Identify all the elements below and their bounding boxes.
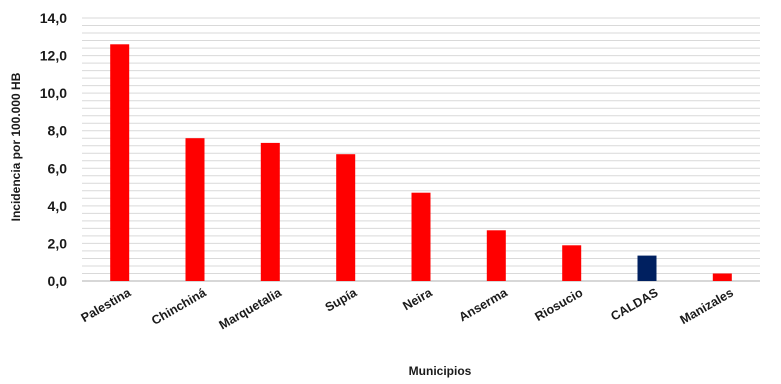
x-tick-label: CALDAS	[608, 285, 660, 323]
x-tick-label: Palestina	[79, 285, 134, 325]
x-tick-label: Marquetalia	[217, 285, 285, 332]
x-tick-label: Manizales	[678, 285, 736, 327]
x-tick-label: Chinchiná	[149, 285, 208, 327]
x-tick-label: Riosucio	[532, 285, 585, 324]
bar-marquetalia	[260, 142, 280, 281]
x-tick-label: Supía	[323, 285, 360, 315]
y-axis-title: Incidencia por 100.000 HB	[9, 72, 23, 221]
y-tick-label: 6,0	[48, 160, 68, 176]
y-tick-label: 8,0	[48, 123, 68, 139]
bars	[110, 44, 732, 281]
y-tick-label: 4,0	[48, 198, 68, 214]
bar-chinchin-	[185, 138, 205, 281]
y-axis-ticks: 0,0 2,0 4,0 6,0 8,0 10,0 12,0 14,0	[40, 10, 67, 289]
x-tick-label: Anserma	[456, 285, 510, 324]
y-tick-label: 14,0	[40, 10, 67, 26]
bar-sup-a	[336, 154, 356, 281]
x-axis-title: Municipios	[409, 364, 472, 378]
bar-manizales	[712, 273, 732, 281]
bar-riosucio	[562, 245, 582, 281]
y-tick-label: 10,0	[40, 85, 67, 101]
y-tick-label: 12,0	[40, 48, 67, 64]
y-tick-label: 2,0	[48, 235, 68, 251]
y-tick-label: 0,0	[48, 273, 68, 289]
bar-palestina	[110, 44, 130, 281]
x-tick-label: Neira	[400, 285, 435, 313]
x-axis-labels: Palestina Chinchiná Marquetalia Supía Neira A…	[79, 285, 736, 332]
bar-neira	[411, 192, 431, 281]
bar-caldas	[637, 255, 657, 281]
bar-anserma	[486, 230, 506, 281]
